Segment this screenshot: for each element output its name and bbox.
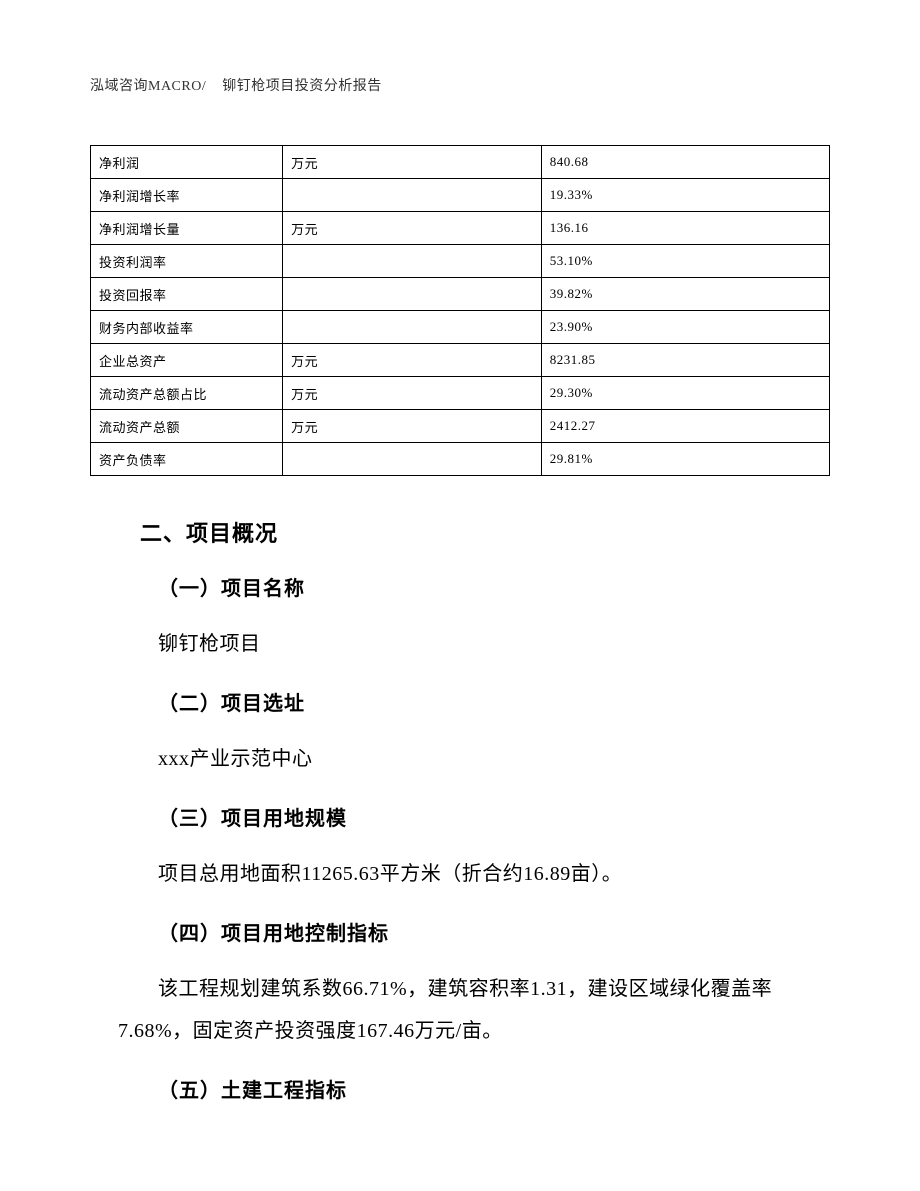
- subsection-2-title: （二）项目选址: [118, 687, 802, 716]
- subsection-4-title: （四）项目用地控制指标: [118, 917, 802, 946]
- row-value: 29.30%: [541, 377, 829, 410]
- subsection-1-title: （一）项目名称: [118, 572, 802, 601]
- row-unit: [283, 179, 542, 212]
- row-unit: [283, 311, 542, 344]
- table-row: 投资利润率 53.10%: [91, 245, 830, 278]
- row-value: 136.16: [541, 212, 829, 245]
- table-row: 资产负债率 29.81%: [91, 443, 830, 476]
- table-row: 流动资产总额 万元 2412.27: [91, 410, 830, 443]
- row-value: 53.10%: [541, 245, 829, 278]
- financial-table: 净利润 万元 840.68 净利润增长率 19.33% 净利润增长量 万元 13…: [90, 145, 830, 476]
- row-value: 29.81%: [541, 443, 829, 476]
- table-row: 企业总资产 万元 8231.85: [91, 344, 830, 377]
- table-row: 净利润 万元 840.68: [91, 146, 830, 179]
- row-value: 2412.27: [541, 410, 829, 443]
- row-unit: 万元: [283, 377, 542, 410]
- row-unit: [283, 443, 542, 476]
- subsection-3-body: 项目总用地面积11265.63平方米（折合约16.89亩）。: [118, 853, 802, 895]
- document-page: 泓域咨询MACRO/ 铆钉枪项目投资分析报告 净利润 万元 840.68 净利润…: [0, 0, 920, 1191]
- row-label: 企业总资产: [91, 344, 283, 377]
- report-title: 铆钉枪项目投资分析报告: [222, 79, 382, 94]
- row-label: 投资利润率: [91, 245, 283, 278]
- page-header: 泓域咨询MACRO/ 铆钉枪项目投资分析报告: [90, 75, 830, 95]
- row-label: 流动资产总额占比: [91, 377, 283, 410]
- row-value: 19.33%: [541, 179, 829, 212]
- table-row: 投资回报率 39.82%: [91, 278, 830, 311]
- row-value: 840.68: [541, 146, 829, 179]
- subsection-2-body: xxx产业示范中心: [118, 738, 802, 780]
- table-row: 净利润增长率 19.33%: [91, 179, 830, 212]
- row-label: 流动资产总额: [91, 410, 283, 443]
- row-label: 净利润增长率: [91, 179, 283, 212]
- subsection-5-title: （五）土建工程指标: [118, 1074, 802, 1103]
- row-unit: [283, 245, 542, 278]
- subsection-1-body: 铆钉枪项目: [118, 623, 802, 665]
- subsection-3-title: （三）项目用地规模: [118, 802, 802, 831]
- body-content: 二、项目概况 （一）项目名称 铆钉枪项目 （二）项目选址 xxx产业示范中心 （…: [90, 516, 830, 1103]
- row-unit: 万元: [283, 344, 542, 377]
- row-unit: 万元: [283, 212, 542, 245]
- row-value: 8231.85: [541, 344, 829, 377]
- row-label: 财务内部收益率: [91, 311, 283, 344]
- table-row: 净利润增长量 万元 136.16: [91, 212, 830, 245]
- company-name: 泓域咨询MACRO/: [90, 79, 206, 94]
- row-unit: 万元: [283, 410, 542, 443]
- row-label: 净利润增长量: [91, 212, 283, 245]
- table-row: 财务内部收益率 23.90%: [91, 311, 830, 344]
- row-label: 投资回报率: [91, 278, 283, 311]
- section-2-title: 二、项目概况: [118, 516, 802, 548]
- row-unit: 万元: [283, 146, 542, 179]
- row-value: 39.82%: [541, 278, 829, 311]
- table-row: 流动资产总额占比 万元 29.30%: [91, 377, 830, 410]
- subsection-4-body: 该工程规划建筑系数66.71%，建筑容积率1.31，建设区域绿化覆盖率7.68%…: [118, 968, 802, 1052]
- row-label: 资产负债率: [91, 443, 283, 476]
- row-label: 净利润: [91, 146, 283, 179]
- row-value: 23.90%: [541, 311, 829, 344]
- row-unit: [283, 278, 542, 311]
